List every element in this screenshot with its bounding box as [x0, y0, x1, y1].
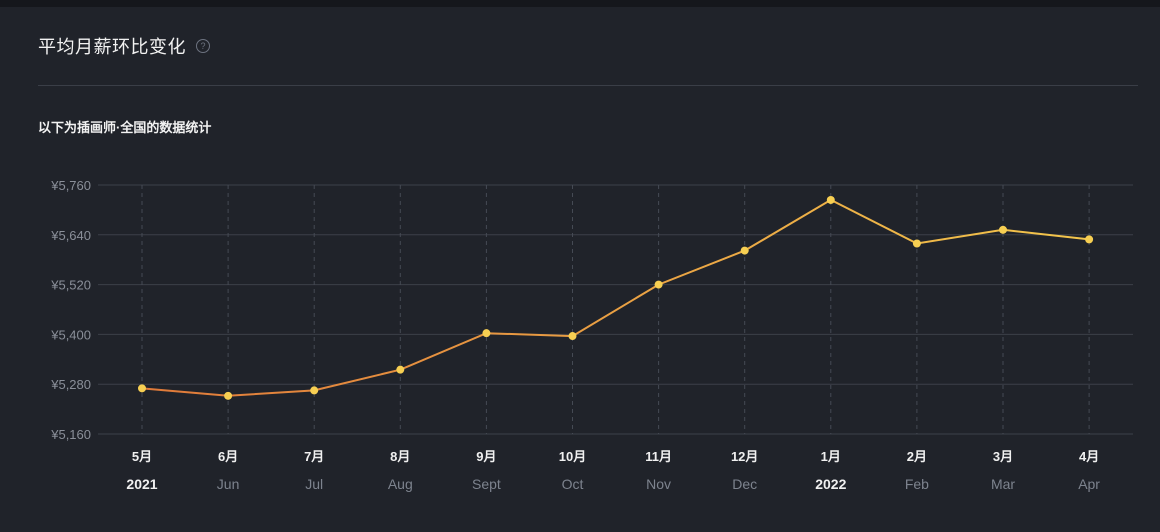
- x-tick-sublabel: 2021: [126, 476, 157, 492]
- x-tick-month: 5月: [132, 449, 152, 464]
- x-tick-sublabel: Feb: [905, 476, 929, 492]
- y-tick-label: ¥5,400: [50, 327, 91, 342]
- help-icon[interactable]: ?: [196, 39, 210, 53]
- x-tick-month: 8月: [390, 449, 410, 464]
- data-point[interactable]: [740, 246, 749, 255]
- top-strip: [0, 0, 1160, 7]
- x-tick-month: 12月: [731, 449, 758, 464]
- x-tick-month: 11月: [645, 449, 672, 464]
- data-point[interactable]: [396, 365, 405, 374]
- y-tick-label: ¥5,520: [50, 278, 91, 293]
- data-point[interactable]: [224, 391, 233, 400]
- x-tick-month: 10月: [559, 449, 586, 464]
- x-tick-sublabel: Jul: [305, 476, 323, 492]
- data-point[interactable]: [912, 239, 921, 248]
- x-tick-month: 3月: [993, 449, 1013, 464]
- data-point[interactable]: [1085, 235, 1094, 244]
- panel-header: 平均月薪环比变化 ?: [38, 33, 210, 59]
- data-point[interactable]: [568, 332, 577, 341]
- x-tick-sublabel: Mar: [991, 476, 1015, 492]
- x-tick-sublabel: Sept: [472, 476, 501, 492]
- header-divider: [38, 85, 1138, 86]
- x-tick-sublabel: Nov: [646, 476, 671, 492]
- y-tick-label: ¥5,280: [50, 377, 91, 392]
- data-point[interactable]: [138, 384, 146, 393]
- data-point[interactable]: [482, 329, 491, 338]
- data-point[interactable]: [654, 280, 663, 289]
- x-tick-month: 1月: [821, 449, 841, 464]
- x-tick-month: 9月: [476, 449, 496, 464]
- series-line: [141, 198, 1090, 397]
- x-tick-month: 6月: [218, 449, 238, 464]
- y-tick-label: ¥5,640: [50, 228, 91, 243]
- data-scope-subtitle: 以下为插画师·全国的数据统计: [38, 120, 212, 135]
- y-tick-label: ¥5,160: [50, 427, 91, 442]
- y-tick-label: ¥5,760: [50, 178, 91, 193]
- data-point[interactable]: [999, 225, 1007, 234]
- x-tick-sublabel: Oct: [562, 476, 584, 492]
- panel-title: 平均月薪环比变化: [38, 37, 186, 57]
- x-tick-month: 7月: [304, 449, 324, 464]
- x-tick-sublabel: Dec: [732, 476, 757, 492]
- data-point[interactable]: [826, 195, 835, 204]
- x-tick-sublabel: Apr: [1078, 476, 1100, 492]
- x-tick-month: 4月: [1079, 449, 1099, 464]
- x-tick-sublabel: Jun: [217, 476, 240, 492]
- data-point[interactable]: [310, 386, 319, 395]
- x-tick-month: 2月: [907, 449, 927, 464]
- x-tick-sublabel: Aug: [388, 476, 413, 492]
- x-tick-sublabel: 2022: [815, 476, 846, 492]
